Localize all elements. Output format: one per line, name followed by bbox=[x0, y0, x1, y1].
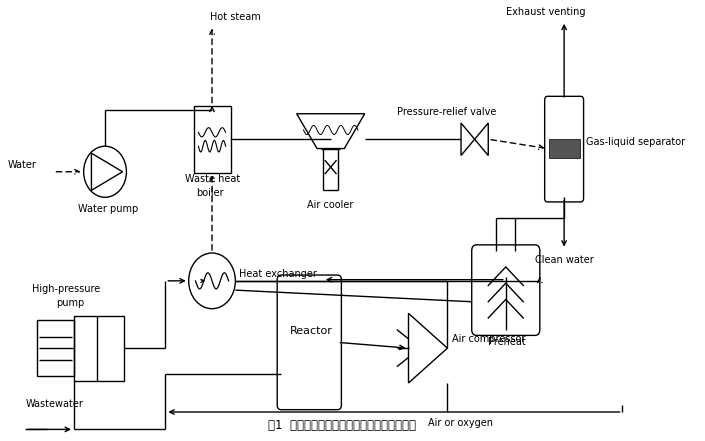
Text: Gas-liquid separator: Gas-liquid separator bbox=[586, 137, 685, 146]
Text: Clean water: Clean water bbox=[535, 255, 594, 265]
Text: High-pressure: High-pressure bbox=[32, 284, 100, 294]
Text: 图1  超临界水氧化法处理有机废水工艺流程图: 图1 超临界水氧化法处理有机废水工艺流程图 bbox=[269, 419, 417, 432]
Text: Wastewater: Wastewater bbox=[25, 399, 83, 409]
Bar bbox=[548, 139, 580, 158]
Bar bbox=[37, 320, 74, 376]
Text: Hot steam: Hot steam bbox=[210, 12, 261, 22]
Text: Reactor: Reactor bbox=[290, 326, 333, 336]
Text: Air compressor: Air compressor bbox=[453, 334, 526, 344]
Text: Water pump: Water pump bbox=[78, 204, 138, 214]
Text: boiler: boiler bbox=[197, 188, 224, 198]
Text: Waste heat: Waste heat bbox=[185, 174, 240, 184]
Text: Air or oxygen: Air or oxygen bbox=[428, 418, 493, 428]
Bar bbox=[194, 105, 231, 173]
Text: Air cooler: Air cooler bbox=[307, 200, 354, 209]
Bar bbox=[74, 316, 125, 381]
Text: Pressure-relief valve: Pressure-relief valve bbox=[397, 107, 496, 117]
Text: Exhaust venting: Exhaust venting bbox=[505, 7, 585, 17]
Text: pump: pump bbox=[56, 298, 85, 308]
Text: Heat exchanger: Heat exchanger bbox=[239, 269, 317, 279]
Text: Preheat: Preheat bbox=[489, 336, 526, 347]
Text: Water: Water bbox=[8, 160, 37, 170]
